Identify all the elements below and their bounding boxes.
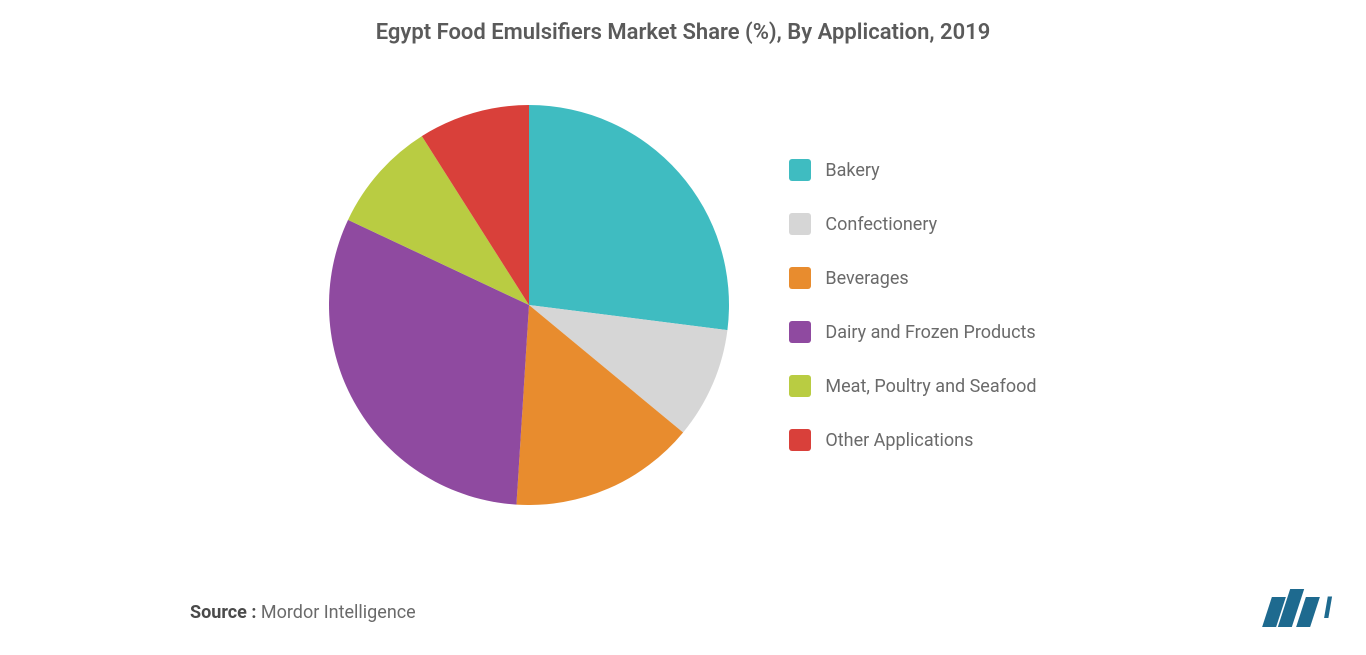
brand-logo: I: [1267, 589, 1330, 627]
legend-swatch: [789, 429, 811, 451]
pie-chart-wrapper: [329, 105, 729, 505]
chart-title: Egypt Food Emulsifiers Market Share (%),…: [0, 0, 1366, 55]
legend-item: Meat, Poultry and Seafood: [789, 375, 1036, 397]
pie-slice: [529, 105, 729, 330]
pie-chart-svg: [329, 105, 729, 505]
brand-logo-text: I: [1323, 591, 1330, 626]
legend-item: Other Applications: [789, 429, 1036, 451]
legend-label: Meat, Poultry and Seafood: [825, 376, 1036, 397]
legend-item: Bakery: [789, 159, 1036, 181]
source-value: Mordor Intelligence: [261, 602, 416, 623]
legend-swatch: [789, 375, 811, 397]
legend-label: Dairy and Frozen Products: [825, 322, 1035, 343]
legend-label: Beverages: [825, 268, 908, 289]
legend-swatch: [789, 321, 811, 343]
legend-item: Dairy and Frozen Products: [789, 321, 1036, 343]
legend-swatch: [789, 213, 811, 235]
source-attribution: Source : Mordor Intelligence: [190, 602, 416, 623]
chart-legend: Bakery Confectionery Beverages Dairy and Fr…: [789, 159, 1036, 451]
chart-container: Bakery Confectionery Beverages Dairy and Fr…: [0, 55, 1366, 555]
source-label: Source :: [190, 602, 256, 623]
legend-item: Confectionery: [789, 213, 1036, 235]
legend-label: Other Applications: [825, 430, 973, 451]
legend-swatch: [789, 159, 811, 181]
legend-item: Beverages: [789, 267, 1036, 289]
legend-swatch: [789, 267, 811, 289]
brand-logo-bars: [1267, 589, 1315, 627]
legend-label: Bakery: [825, 160, 879, 181]
legend-label: Confectionery: [825, 214, 937, 235]
